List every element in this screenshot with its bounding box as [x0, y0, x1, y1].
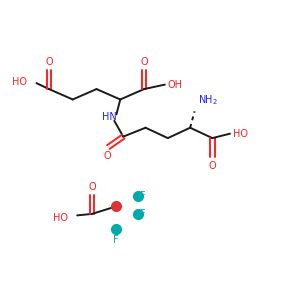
Text: HN: HN	[103, 112, 117, 122]
Text: OH: OH	[168, 80, 183, 90]
Text: HO: HO	[12, 76, 27, 87]
Text: NH$_2$: NH$_2$	[198, 93, 218, 107]
Text: F: F	[140, 209, 145, 219]
Text: O: O	[45, 57, 53, 67]
Text: O: O	[140, 57, 148, 67]
Text: F: F	[140, 191, 145, 201]
Text: HO: HO	[233, 129, 248, 139]
Text: O: O	[88, 182, 96, 192]
Text: F: F	[113, 235, 118, 245]
Text: O: O	[103, 151, 111, 160]
Text: HO: HO	[53, 213, 68, 224]
Text: O: O	[208, 161, 216, 171]
